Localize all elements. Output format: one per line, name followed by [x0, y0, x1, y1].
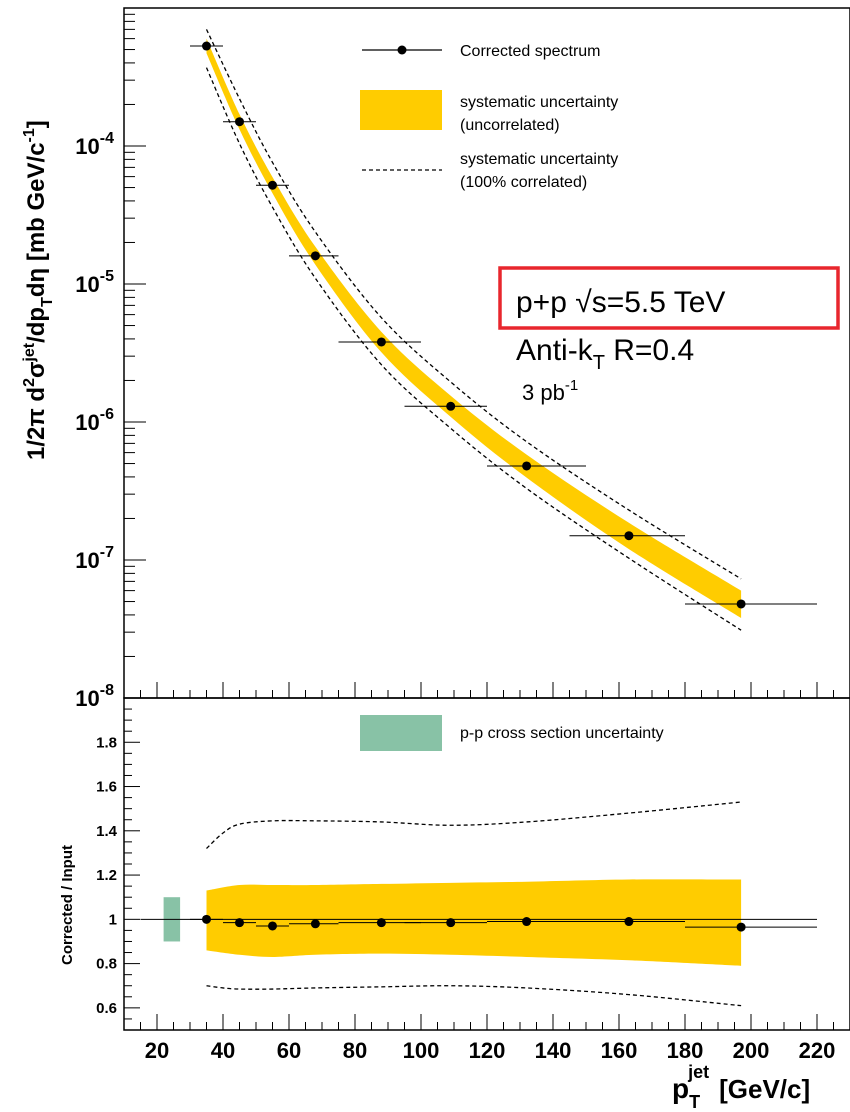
bottom-y-tick-labels: 0.6 0.8 1 1.2 1.4 1.6 1.8: [96, 734, 118, 1017]
bottom-y-tick-label: 1.8: [96, 734, 117, 751]
ratio-data-point: [202, 914, 211, 924]
top-y-tick-labels: 10-8 10-7 10-6 10-5 10-4: [75, 130, 114, 711]
ratio-data-point: [268, 921, 277, 931]
top-legend: Corrected spectrum systematic uncertaint…: [360, 43, 618, 191]
annotation-luminosity: 3 pb-1: [522, 377, 578, 405]
top-y-tick-label: 10-7: [75, 544, 114, 573]
top-y-axis-title: 1/2π d2σjet/dpTdη [mb GeV/c-1]: [21, 120, 56, 460]
ratio-data-point: [522, 917, 532, 927]
legend-label-uncorrelated-1: systematic uncertainty: [460, 94, 618, 111]
legend-label-pp: p-p cross section uncertainty: [460, 725, 664, 742]
x-tick-label: 220: [799, 1038, 836, 1063]
data-point: [268, 180, 277, 190]
bottom-y-tick-label: 0.8: [96, 956, 117, 973]
x-tick-label: 160: [601, 1038, 638, 1063]
bottom-y-tick-label: 0.6: [96, 1000, 117, 1017]
bottom-y-tick-label: 1.6: [96, 779, 117, 796]
bottom-y-tick-label: 1.2: [96, 867, 117, 884]
bottom-uncertainty-bands: [140, 801, 817, 1007]
x-tick-label: 80: [343, 1038, 367, 1063]
bottom-y-axis-title: Corrected / Input: [59, 845, 76, 965]
data-point: [235, 117, 244, 127]
x-tick-label: 180: [667, 1038, 704, 1063]
x-tick-label: 20: [145, 1038, 169, 1063]
ratio-data-point: [624, 917, 634, 927]
top-y-tick-label: 10-5: [75, 268, 114, 297]
annotation-energy: p+p √s=5.5 TeV: [516, 286, 725, 319]
highlight-box: [498, 266, 840, 330]
top-y-tick-label: 10-8: [75, 682, 114, 711]
collision-annotation: p+p √s=5.5 TeV Anti-kT R=0.4 3 pb-1: [498, 266, 840, 405]
legend-label-corrected: Corrected spectrum: [460, 43, 601, 60]
top-y-tick-label: 10-6: [75, 406, 114, 435]
x-axis-title: pTjet[GeV/c]: [672, 1062, 810, 1112]
top-data-points: [190, 41, 817, 609]
bottom-y-tick-label: 1: [109, 911, 117, 928]
top-y-tick-label: 10-4: [75, 130, 114, 159]
data-point: [736, 599, 746, 609]
x-tick-label: 120: [469, 1038, 506, 1063]
data-point: [202, 41, 211, 51]
bottom-legend: p-p cross section uncertainty: [360, 715, 664, 751]
annotation-algorithm: Anti-kT R=0.4: [516, 334, 694, 374]
ratio-correlated-upper-line: [206, 801, 742, 849]
correlated-lower-line: [205, 67, 742, 631]
legend-marker-icon: [397, 45, 407, 55]
ratio-data-point: [736, 922, 746, 932]
ratio-data-point: [446, 918, 456, 928]
legend-label-uncorrelated-2: (uncorrelated): [460, 117, 560, 134]
bottom-axis-ticks: [123, 697, 850, 1031]
data-point: [522, 461, 532, 471]
pp-uncertainty-swatch: [360, 715, 442, 751]
data-point: [446, 401, 456, 411]
x-tick-labels: 20 40 60 80 100 120 140 160 180 200 220: [145, 1038, 836, 1063]
uncorrelated-band: [206, 38, 742, 618]
x-tick-label: 40: [211, 1038, 235, 1063]
bottom-y-tick-label: 1.4: [96, 823, 118, 840]
legend-label-correlated-2: (100% correlated): [460, 174, 587, 191]
bottom-panel-frame: [123, 697, 850, 1031]
x-tick-label: 100: [403, 1038, 440, 1063]
legend-band-swatch: [360, 90, 442, 130]
x-tick-label: 140: [535, 1038, 572, 1063]
ratio-data-point: [310, 919, 320, 929]
ratio-correlated-lower-line: [206, 985, 742, 1007]
ratio-data-point: [235, 918, 244, 928]
top-uncertainty-bands: [205, 29, 742, 631]
x-tick-label: 200: [733, 1038, 770, 1063]
data-point: [624, 531, 634, 541]
x-tick-label: 60: [277, 1038, 301, 1063]
legend-label-correlated-1: systematic uncertainty: [460, 151, 618, 168]
data-point: [310, 251, 320, 261]
correlated-upper-line: [205, 29, 742, 580]
data-point: [376, 337, 386, 347]
bottom-data-points: [190, 914, 817, 932]
ratio-data-point: [376, 918, 386, 928]
top-axis-ticks: [123, 13, 850, 699]
